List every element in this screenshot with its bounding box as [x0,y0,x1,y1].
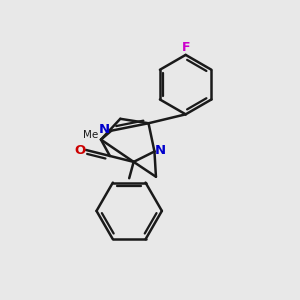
Text: Me: Me [83,130,98,140]
Text: N: N [98,123,110,136]
Text: F: F [182,41,190,54]
Text: N: N [155,143,166,157]
Text: O: O [74,143,85,157]
